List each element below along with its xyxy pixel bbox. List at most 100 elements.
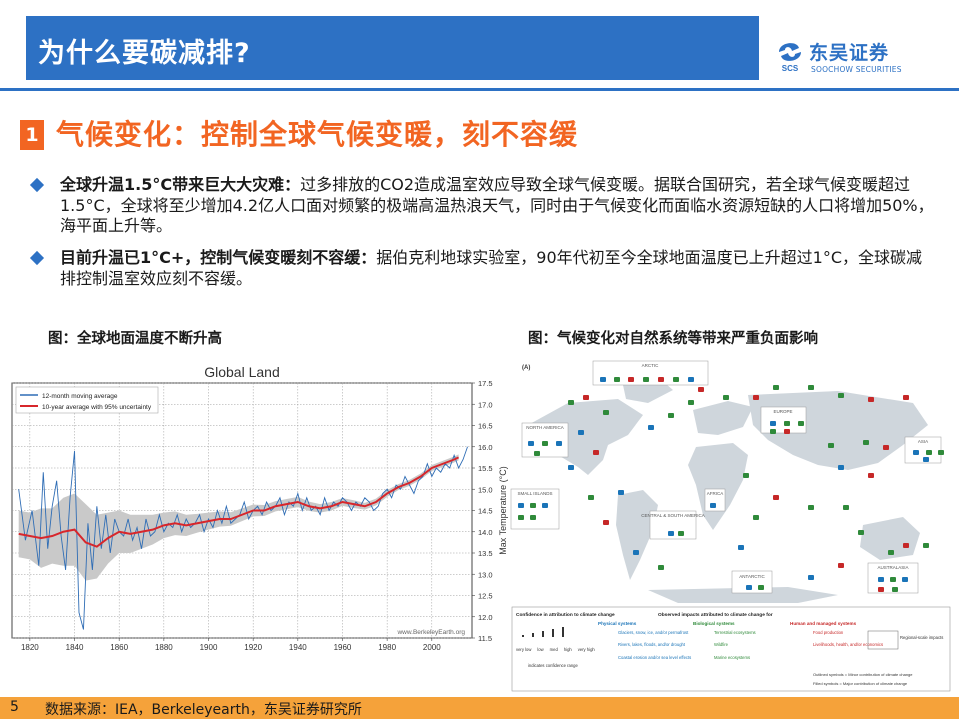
impact-symbol-icon [530,515,536,520]
x-tick-label: 1960 [334,643,352,652]
y-tick-label: 17.0 [478,400,493,409]
impact-symbol-icon [723,395,729,400]
uncertainty-band-area [18,454,459,581]
impact-symbol-icon [838,563,844,568]
impact-symbol-icon [902,577,908,582]
impact-symbol-icon [883,445,889,450]
australia-shape [860,517,920,560]
region-asia: ASIA [918,439,928,444]
y-tick-label: 12.0 [478,613,493,622]
region-arctic: ARCTIC [642,363,660,368]
legend-observed-title: Observed impacts attributed to climate c… [658,612,773,618]
impact-symbol-icon [838,393,844,398]
company-logo: SCS 东吴证券 SOOCHOW SECURITIES [775,38,925,78]
impact-symbol-icon [528,441,534,446]
chart-title: Global Land [204,364,280,380]
region-central-south-america: CENTRAL & SOUTH AMERICA [641,513,705,518]
legend-biological-2: Wildfire [714,642,729,647]
impact-symbol-icon [923,543,929,548]
bullet-1-heading: 全球升温1.5°C带来巨大大灾难： [60,175,301,194]
legend-biological-3: Marine ecosystems [714,655,750,660]
impact-symbol-icon [923,457,929,462]
y-tick-label: 11.5 [478,634,492,643]
impact-legend: Confidence in attribution to climate cha… [511,606,951,692]
y-tick-label: 13.5 [478,549,493,558]
impact-symbol-icon [658,565,664,570]
impact-symbol-icon [698,387,704,392]
logo-name-cn: 东吴证券 [809,42,890,64]
impact-symbol-icon [688,377,694,382]
x-tick-label: 1860 [110,643,128,652]
y-axis-ticks: 11.5 12.0 12.5 13.0 13.5 14.0 14.5 15.0 15.5 16.0… [472,379,493,643]
impact-symbol-icon [578,430,584,435]
series-12-month-moving-average [18,446,468,630]
impact-symbol-icon [868,473,874,478]
section-title: 气候变化：控制全球气候变暖，刻不容缓 [56,118,579,151]
chart-watermark: www.BerkeleyEarth.org [396,629,465,636]
impact-symbol-icon [773,495,779,500]
y-tick-label: 16.0 [478,443,493,452]
impact-symbol-icon [738,545,744,550]
impact-symbol-icon [892,587,898,592]
impact-symbol-icon [828,443,834,448]
header-rule [0,88,959,91]
impact-symbol-icon [618,490,624,495]
y-tick-label: 16.5 [478,422,493,431]
impact-symbol-icon [926,450,932,455]
impact-symbol-icon [534,451,540,456]
page-title: 为什么要碳减排? [38,38,251,69]
legend-label-monthly: 12-month moving average [42,393,118,400]
series-10-year-average [18,456,460,548]
y-tick-label: 12.5 [478,592,493,601]
bullet-2: 目前升温已1°C+，控制气候变暖刻不容缓：据伯克利地球实验室，90年代初至今全球… [29,248,935,289]
legend-physical-3: Coastal erosion and/or sea level effects [618,655,691,660]
y-tick-label: 14.0 [478,528,493,537]
logo-name-en: SOOCHOW SECURITIES [811,65,902,74]
region-australasia: AUSTRALASIA [877,565,908,570]
uncertainty-band [18,454,459,581]
legend-human-1: Food production [813,630,844,635]
impact-symbol-icon [603,410,609,415]
footer-bar: 5 数据来源：IEA，Berkeleyearth，东吴证券研究所 [0,697,959,719]
header-banner: 为什么要碳减排? [26,16,759,80]
impact-symbol-icon [753,515,759,520]
impact-symbol-icon [878,577,884,582]
legend-human-title: Human and managed systems [790,621,857,626]
region-africa: AFRICA [707,491,724,496]
impact-symbol-icon [583,395,589,400]
y-axis-label: Max Temperature (°C) [498,466,508,554]
x-axis-ticks: 1820 1840 1860 1880 1900 1920 1940 1960 1980 2000 [21,638,441,652]
impact-symbol-icon [913,450,919,455]
impact-symbols [518,377,944,592]
impact-symbol-icon [878,587,884,592]
impact-symbol-icon [843,505,849,510]
impact-symbol-icon [710,503,716,508]
y-tick-label: 17.5 [478,379,493,388]
x-tick-label: 2000 [423,643,441,652]
section-number: 1 [20,120,44,150]
impact-symbol-icon [808,575,814,580]
impact-symbol-icon [858,530,864,535]
legend-filled-note: Filled symbols = Major contribution of c… [813,681,908,686]
impact-symbol-icon [758,585,764,590]
region-antarctic: ANTARCTIC [739,574,765,579]
impact-symbol-icon [688,400,694,405]
y-tick-label: 14.5 [478,507,493,516]
legend-regional: Regional-scale impacts [900,635,943,640]
legend-physical-1: Glaciers, snow, ice, and/or permafrost [618,630,689,635]
impact-symbol-icon [903,543,909,548]
impact-symbol-icon [746,585,752,590]
impact-symbol-icon [518,515,524,520]
chart-legend: 12-month moving average 10-year average … [15,386,159,414]
impact-symbol-icon [600,377,606,382]
legend-confidence-title: Confidence in attribution to climate cha… [516,612,615,618]
global-land-temperature-chart: Global Land 1820 1840 1860 1880 1900 1920 1940… [11,364,508,652]
impact-symbol-icon [593,450,599,455]
legend-physical-title: Physical systems [598,621,637,626]
y-tick-label: 13.0 [478,570,493,579]
impact-symbol-icon [903,395,909,400]
x-tick-label: 1840 [66,643,84,652]
impact-symbol-icon [568,465,574,470]
impact-symbol-icon [888,550,894,555]
impact-symbol-icon [808,505,814,510]
